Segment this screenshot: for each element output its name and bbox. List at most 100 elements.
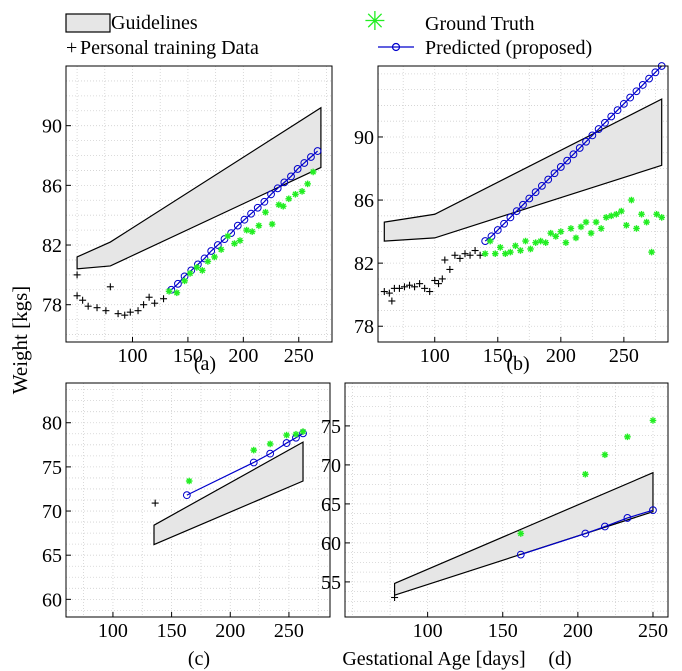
predicted-point [307,153,315,161]
ground-truth-point [517,247,524,254]
x-axis-label: Gestational Age [days] [342,648,525,670]
ground-truth-point [582,470,589,478]
predicted-point [632,87,641,96]
predicted-point [253,203,262,212]
ground-truth-point [537,237,544,245]
ground-truth-point [185,477,193,485]
predicted-point [207,247,216,255]
predicted-point [280,178,289,187]
ground-truth-point [602,214,610,221]
ground-truth-point [502,250,509,257]
ground-truth-point [547,229,555,237]
personal-data-point [471,247,479,255]
personal-legend-label: Personal training Data [80,37,259,59]
ground-truth-point [231,240,238,247]
ground-truth-point [592,218,600,226]
predicted-point [273,184,282,193]
y-tick-label: 60 [42,589,62,611]
personal-data-point [134,307,142,315]
predicted-point [506,213,515,222]
personal-data-point [84,302,92,310]
personal-data-point [431,276,439,284]
predicted-point [260,197,269,206]
ground-truth-point [643,218,650,226]
personal-data-point [73,292,81,300]
predicted-point [601,118,609,127]
personal-data-point [426,288,434,296]
predicted-point [266,449,275,458]
predicted-point [649,506,657,515]
ground-truth-point [542,239,549,246]
x-tick-label: 200 [546,345,576,367]
predicted-point [601,522,609,531]
ground-truth-point [181,277,188,285]
x-tick-label: 250 [284,345,314,367]
ground-truth-point [211,253,218,261]
ground-truth-point [491,250,499,257]
ground-truth-point [268,220,276,228]
personal-data-point [391,594,399,601]
personal-legend-marker: + [66,37,77,59]
x-tick-label: 150 [173,345,203,367]
y-tick-label: 70 [42,501,62,523]
ground-truth-point [557,228,565,235]
ground-truth-point [562,239,570,246]
y-tick-label: 90 [42,116,62,138]
caption-d: (d) [548,648,571,670]
predicted-point [182,491,191,500]
predicted-point [512,207,521,215]
predicted-point [607,112,616,121]
ground-truth-point [623,221,630,229]
ground-truth-point [628,196,635,204]
axes-frame [65,65,333,343]
predicted-point [247,209,255,218]
personal-data-point [106,283,114,291]
predicted-point [538,181,546,190]
y-tick-label: 86 [354,190,374,212]
predicted-point [282,439,291,447]
predicted-point [569,150,578,159]
ground-truth-point [527,245,534,253]
ground-truth-point [517,530,525,537]
personal-data-point [388,297,396,305]
ground-truth-point [292,430,300,438]
guidelines-legend-swatch [65,13,111,33]
x-tick-label: 100 [420,345,450,367]
ground-truth-point [587,229,595,237]
personal-data-point [451,251,459,259]
personal-data-point [385,289,393,297]
ground-truth-point [243,226,250,234]
predicted-point [293,165,302,173]
ground-truth-point [649,417,657,424]
ground-truth-point [618,207,625,215]
y-tick-label: 75 [42,457,62,479]
y-tick-label: 70 [321,455,341,477]
predicted-point [550,169,559,178]
x-tick-label: 250 [609,345,639,367]
personal-data-point [73,271,81,279]
personal-data-point [416,280,424,288]
predicted-point [500,219,508,228]
predicted-point [626,93,635,102]
personal-data-point [466,251,474,259]
panel-a: 100 150 200 250 78 82 86 90 [42,65,333,367]
ground-truth-point [552,233,560,240]
x-tick-label: 200 [563,620,593,642]
ground-truth-point [658,214,665,221]
y-tick-label: 82 [42,235,62,257]
ground-truth-point [283,431,290,439]
caption-a: (a) [194,353,216,375]
personal-data-point [93,304,101,312]
x-tick-label: 150 [483,345,513,367]
ground-truth-point [497,244,504,251]
y-tick-label: 65 [42,545,62,567]
predicted-point [623,514,632,522]
caption-b: (b) [506,353,529,375]
legend-right: ✳ Ground Truth Predicted (proposed) [364,7,592,59]
ground-truth-point [577,223,585,231]
x-tick-label: 200 [215,620,245,642]
personal-data-point [140,301,148,309]
ground-truth-point [624,433,631,441]
predicted-point [267,190,275,199]
x-tick-label: 100 [413,620,443,642]
